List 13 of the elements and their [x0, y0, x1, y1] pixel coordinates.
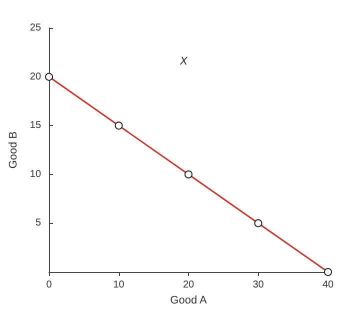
- y-tick-label: 15: [30, 120, 42, 132]
- x-tick-label: 0: [46, 280, 52, 290]
- x-tick-label: 40: [322, 280, 334, 290]
- y-axis-title: Good B: [8, 131, 20, 169]
- y-tick-label: 25: [30, 22, 42, 34]
- y-tick-label: 20: [30, 71, 42, 82]
- x-axis-title: Good A: [170, 294, 208, 306]
- x-tick-label: 30: [252, 280, 264, 290]
- y-tick-label: 10: [30, 168, 42, 180]
- annotation: X: [179, 56, 188, 68]
- x-tick-label: 20: [182, 280, 195, 290]
- x-tick-label: 10: [113, 280, 125, 290]
- y-tick-label: 5: [35, 218, 42, 229]
